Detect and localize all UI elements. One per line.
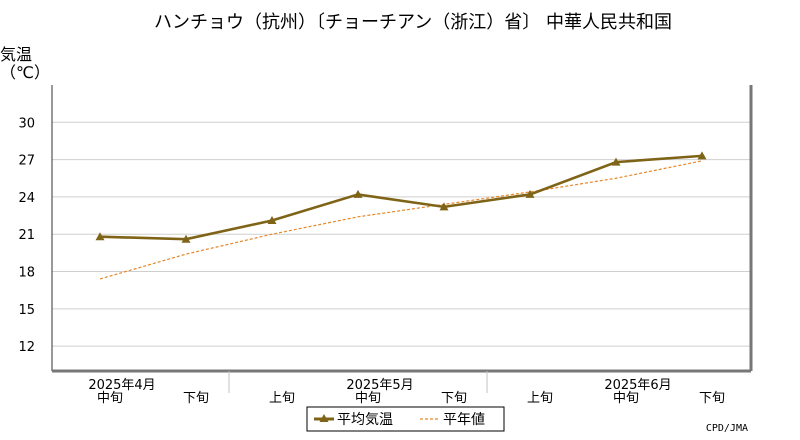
y-tick-label: 15	[18, 303, 35, 318]
series-avg-point	[95, 232, 105, 241]
chart-title: ハンチョウ（抗州）〔チョーチアン（浙江）省〕 中華人民共和国	[154, 12, 672, 33]
plot-area	[52, 85, 751, 371]
grid-lines	[52, 121, 751, 347]
x-month-label: 2025年4月	[88, 378, 155, 393]
series-avg-line	[99, 154, 703, 241]
plot-frame	[51, 85, 753, 373]
x-period-label: 中旬	[613, 391, 639, 406]
y-axis-label: 気温	[0, 45, 32, 64]
y-axis-unit: （℃）	[0, 63, 50, 82]
series-avg-point	[611, 157, 621, 166]
series-layer	[95, 151, 707, 280]
x-month-label: 2025年5月	[346, 378, 413, 393]
legend-avg-label: 平均気温	[337, 412, 393, 428]
y-tick-label: 27	[18, 154, 35, 169]
y-tick-label: 21	[18, 228, 35, 243]
y-tick-label: 12	[18, 340, 35, 355]
series-avg-point	[267, 216, 277, 225]
series-avg-point	[353, 189, 363, 198]
series-avg-point	[439, 202, 449, 211]
x-period-label: 中旬	[355, 391, 381, 406]
y-tick-labels: 12 15 18 21 24 27 30	[18, 116, 35, 355]
x-period-label: 下旬	[183, 391, 209, 406]
legend-normal-label: 平年値	[443, 412, 485, 428]
series-avg-point	[697, 151, 707, 160]
x-period-label: 下旬	[699, 391, 725, 406]
legend-box	[306, 406, 505, 432]
x-period-label: 中旬	[97, 391, 123, 406]
legend-avg-marker	[319, 414, 329, 422]
x-period-label: 下旬	[441, 391, 467, 406]
y-tick-label: 30	[18, 116, 35, 131]
y-tick-label: 24	[18, 191, 35, 206]
series-avg-point	[181, 234, 191, 243]
y-tick-label: 18	[18, 266, 35, 281]
x-period-label: 上旬	[269, 391, 295, 406]
credit-label: CPD/JMA	[706, 423, 748, 434]
x-period-label: 上旬	[527, 391, 553, 406]
legend: 平均気温 平年値	[306, 406, 505, 432]
x-month-label: 2025年6月	[604, 378, 671, 393]
series-normal-line	[99, 160, 703, 280]
series-avg-point	[525, 189, 535, 198]
